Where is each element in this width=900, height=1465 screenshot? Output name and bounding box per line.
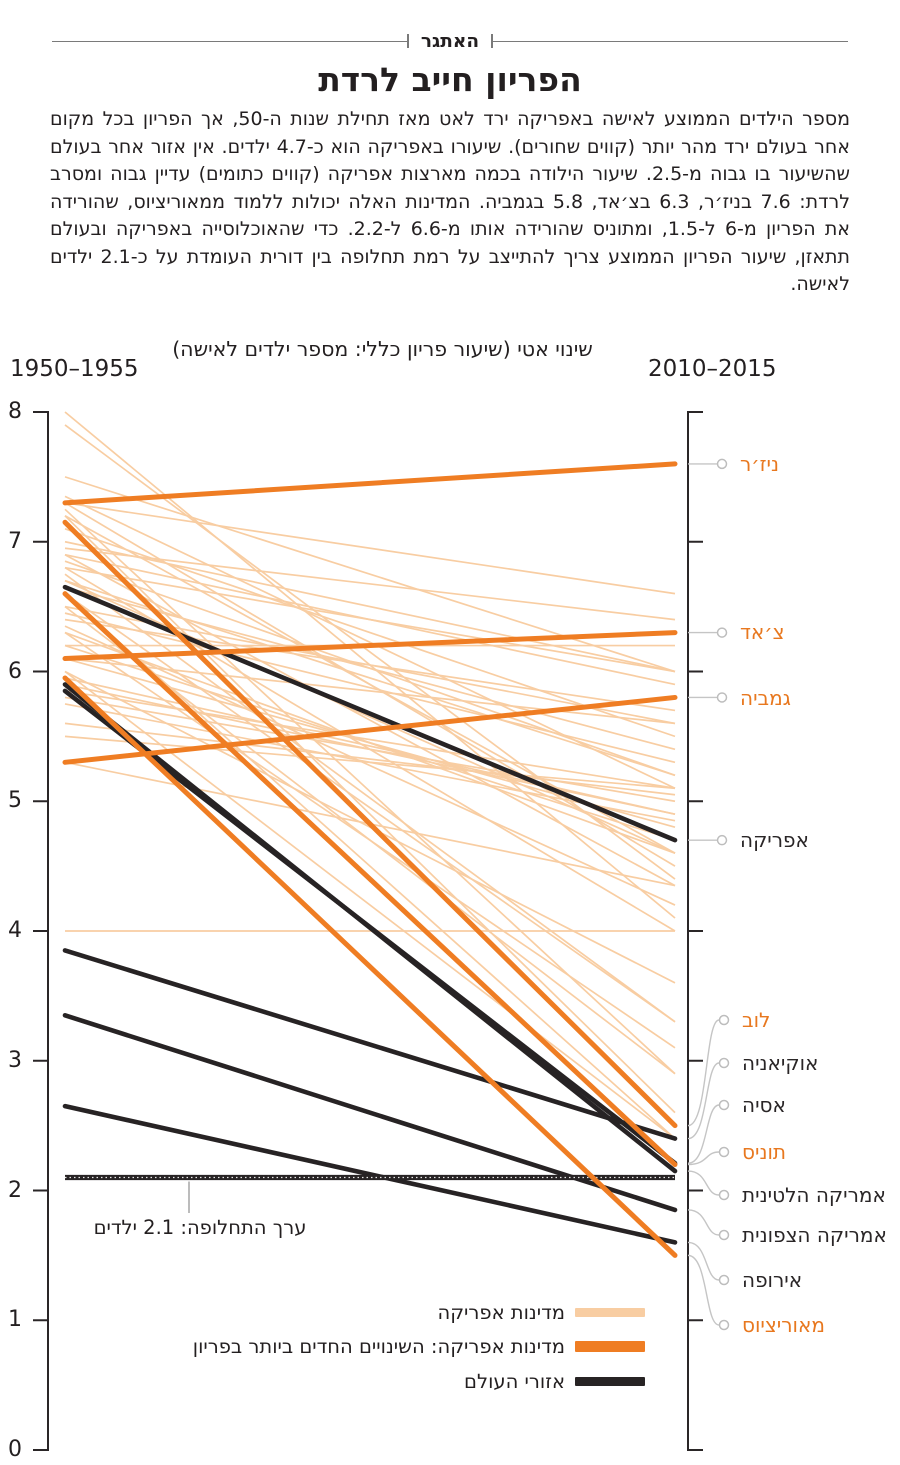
africa-highlight-lines xyxy=(62,461,678,1258)
legend-swatch-black xyxy=(575,1376,645,1386)
period-label-end: 2010–2015 xyxy=(648,356,777,382)
y-axis-tick-label: 8 xyxy=(8,399,22,424)
y-axis-tick-label: 1 xyxy=(8,1307,22,1332)
legend-label: מדינות אפריקה: השינויים החדים ביותר בפרי… xyxy=(192,1334,565,1358)
legend-label: אזורי העולם xyxy=(464,1369,565,1393)
legend-item-africa-countries: מדינות אפריקה xyxy=(437,1300,645,1324)
kicker-rule-right xyxy=(492,40,849,42)
kicker-rule-left xyxy=(52,40,408,42)
y-axis-tick-label: 0 xyxy=(8,1437,22,1462)
country-label-chad: צ׳אד xyxy=(740,620,785,644)
axes xyxy=(33,411,703,1451)
y-axis-tick-label: 6 xyxy=(8,659,22,684)
legend-swatch-orange xyxy=(575,1340,645,1352)
y-axis-tick-label: 2 xyxy=(8,1178,22,1203)
region-label-north-america: אמריקה הצפונית xyxy=(742,1223,887,1247)
country-label-libya: לוב xyxy=(742,1008,771,1032)
legend-label: מדינות אפריקה xyxy=(437,1300,565,1324)
region-label-asia: אסיה xyxy=(742,1093,786,1117)
chart-subtitle: שינוי אטי (שיעור פריון כללי: מספר ילדים … xyxy=(172,337,593,361)
y-axis-tick-label: 4 xyxy=(8,918,22,943)
y-axis-tick-label: 3 xyxy=(8,1048,22,1073)
intro-paragraph: מספר הילדים הממוצע לאישה באפריקה ירד לאט… xyxy=(50,108,851,295)
label-connectors xyxy=(687,458,730,1331)
kicker-tick-left xyxy=(407,34,409,48)
legend-item-world-regions: אזורי העולם xyxy=(464,1369,645,1393)
country-label-tunisia: תוניס xyxy=(742,1140,787,1164)
africa-country-lines xyxy=(64,411,676,1140)
region-label-latin-america: אמריקה הלטינית xyxy=(742,1183,886,1207)
page-title: הפריון חייב לרדת xyxy=(318,60,582,99)
region-label-oceania: אוקיאניה xyxy=(742,1051,819,1075)
y-axis-tick-label: 7 xyxy=(8,529,22,554)
country-label-gambia: גמביה xyxy=(740,686,791,710)
region-label-africa: אפריקה xyxy=(740,828,809,852)
kicker-label: האתגר xyxy=(420,30,480,52)
period-label-start: 1950–1955 xyxy=(10,356,139,382)
y-axis-tick-label: 5 xyxy=(8,788,22,813)
country-label-niger: ניז׳ר xyxy=(740,452,780,476)
region-label-europe: אירופה xyxy=(742,1268,803,1292)
legend-swatch-light-orange xyxy=(575,1307,645,1317)
legend-item-africa-highlights: מדינות אפריקה: השינויים החדים ביותר בפרי… xyxy=(192,1334,645,1358)
kicker-tick-right xyxy=(491,34,493,48)
country-label-mauritius: מאוריציוס xyxy=(742,1313,825,1337)
replacement-level-annotation: ערך התחלופה: 2.1 ילדים xyxy=(93,1216,307,1239)
kicker: האתגר xyxy=(52,30,849,52)
